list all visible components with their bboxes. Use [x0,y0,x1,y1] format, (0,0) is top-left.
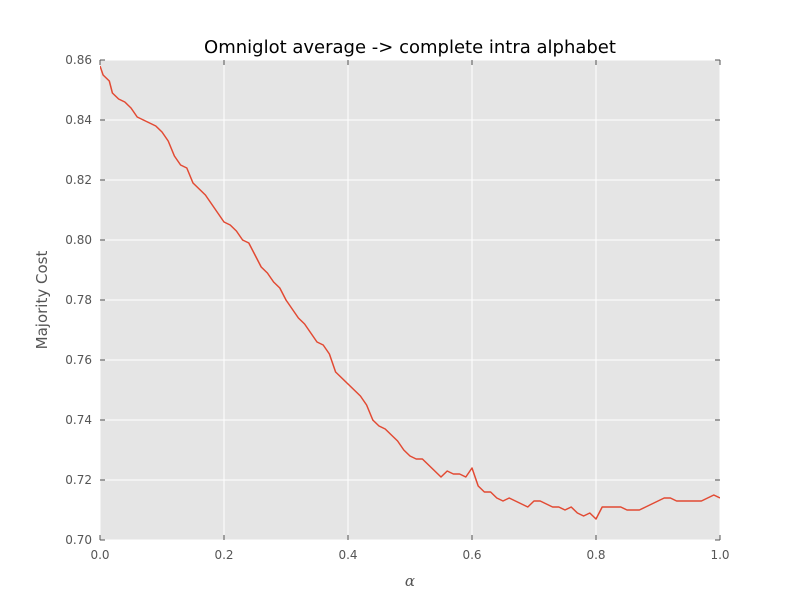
y-tick-label: 0.70 [65,533,92,547]
series-line [100,65,720,520]
grid [99,59,721,541]
y-tick-label: 0.82 [65,173,92,187]
y-tick-label: 0.86 [65,53,92,67]
x-tick-label: 0.4 [338,548,357,562]
x-tick-label: 0.8 [586,548,605,562]
y-tick-label: 0.78 [65,293,92,307]
y-tick-label: 0.80 [65,233,92,247]
x-tick-label: 0.0 [90,548,109,562]
data-layer [100,65,720,520]
x-axis-label: α [405,572,415,590]
y-axis-label: Majority Cost [33,251,51,350]
chart-title: Omniglot average -> complete intra alpha… [204,37,616,58]
x-tick-label: 0.2 [214,548,233,562]
y-tick-label: 0.72 [65,473,92,487]
y-tick-label: 0.74 [65,413,92,427]
x-tick-labels: 0.0 0.2 0.4 0.6 0.8 1.0 [90,548,729,562]
y-tick-label: 0.84 [65,113,92,127]
x-tick-label: 1.0 [710,548,729,562]
y-tick-labels: 0.70 0.72 0.74 0.76 0.78 0.80 0.82 0.84 0.86 [65,53,92,547]
x-tick-label: 0.6 [462,548,481,562]
y-tick-label: 0.76 [65,353,92,367]
tick-marks [99,59,721,541]
